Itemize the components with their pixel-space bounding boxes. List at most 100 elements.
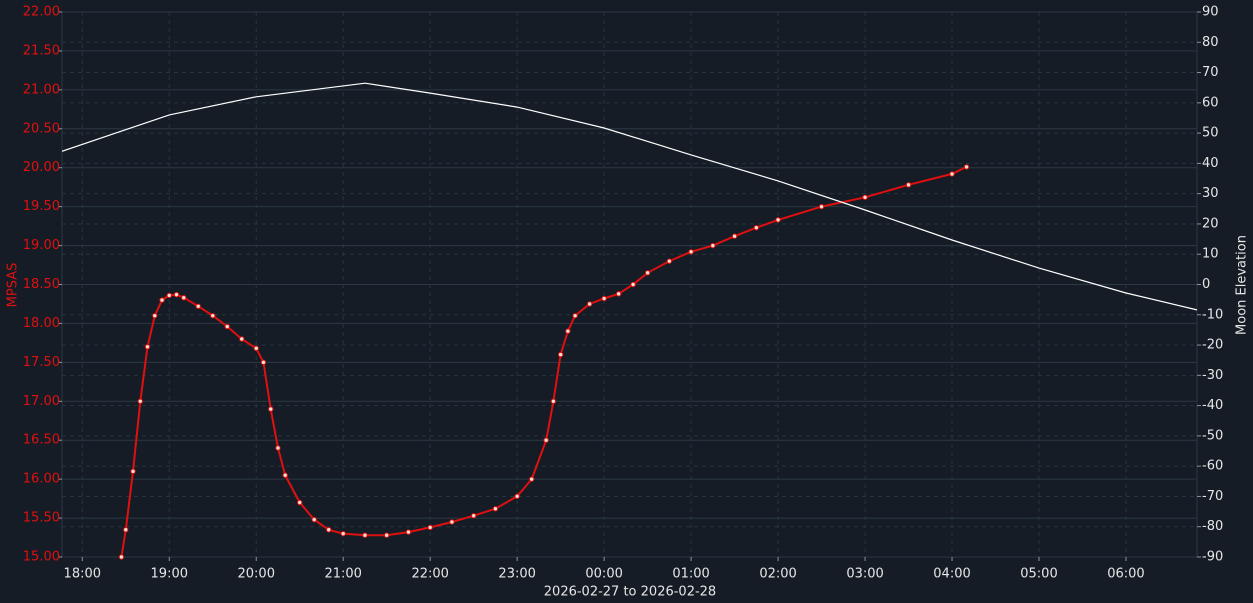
data-point	[152, 312, 158, 319]
data-point	[239, 336, 245, 342]
y-tick-label: 20.00	[23, 160, 60, 175]
data-point	[118, 554, 125, 560]
x-tick-label: 20:00	[238, 567, 275, 582]
data-point	[340, 530, 346, 537]
data-point	[268, 406, 274, 412]
y2-axis-label: Moon Elevation	[1235, 235, 1250, 335]
y-tick-label: 19.50	[23, 199, 60, 214]
data-point	[949, 171, 955, 177]
data-point	[818, 203, 825, 210]
data-point	[688, 249, 694, 255]
x-tick-label: 01:00	[672, 567, 709, 582]
data-point	[166, 292, 172, 299]
data-point	[326, 527, 332, 533]
data-point	[753, 224, 760, 231]
data-point	[253, 345, 259, 352]
data-point	[905, 182, 912, 188]
data-point	[123, 527, 129, 533]
data-point	[470, 513, 477, 519]
series-line	[62, 82, 1197, 311]
data-point	[144, 344, 151, 350]
data-point	[514, 493, 520, 499]
y2-tick-label: 0	[1202, 277, 1210, 292]
y2-tick-label: 60	[1202, 95, 1219, 110]
data-point	[644, 270, 651, 276]
data-point	[492, 506, 499, 512]
data-point	[405, 529, 412, 535]
data-point	[543, 437, 549, 443]
data-point	[195, 303, 201, 309]
data-point	[775, 217, 781, 223]
y-tick-label: 17.50	[23, 355, 60, 370]
data-point	[130, 468, 136, 475]
y-tick-label: 16.00	[23, 472, 60, 487]
data-point	[362, 532, 368, 538]
data-point	[572, 312, 578, 319]
y-tick-label: 16.50	[23, 433, 60, 448]
y2-tick-label: -40	[1202, 398, 1223, 413]
y2-tick-label: 90	[1202, 5, 1219, 20]
data-point	[528, 476, 535, 482]
data-point	[173, 291, 180, 298]
data-point	[963, 164, 970, 170]
data-point	[297, 499, 303, 506]
data-point	[260, 359, 267, 366]
y-tick-label: 21.50	[23, 43, 60, 58]
y2-tick-label: 70	[1202, 65, 1219, 80]
x-axis-label: 2026-02-27 to 2026-02-28	[544, 585, 716, 600]
data-point	[275, 445, 281, 451]
y2-tick-label: -20	[1202, 338, 1223, 353]
y2-tick-label: -70	[1202, 489, 1223, 504]
data-point	[565, 328, 571, 334]
x-tick-label: 05:00	[1020, 567, 1057, 582]
data-point	[181, 295, 187, 301]
y2-tick-label: 80	[1202, 35, 1219, 50]
data-point	[224, 323, 230, 330]
data-point	[282, 472, 288, 478]
data-point	[159, 297, 165, 303]
y-tick-label: 22.00	[23, 5, 60, 20]
y2-tick-label: 30	[1202, 186, 1219, 201]
y2-tick-label: 20	[1202, 216, 1219, 231]
y2-tick-label: -90	[1202, 550, 1223, 565]
data-point	[557, 351, 564, 358]
x-tick-label: 19:00	[151, 567, 188, 582]
y2-tick-label: -60	[1202, 459, 1223, 474]
y2-tick-label: -50	[1202, 428, 1223, 443]
y-tick-label: 21.00	[23, 82, 60, 97]
data-point	[427, 524, 433, 531]
data-point	[449, 519, 455, 525]
y-axis-label: MPSAS	[6, 263, 21, 308]
data-point	[311, 516, 317, 523]
y2-tick-label: -30	[1202, 368, 1223, 383]
data-point	[137, 398, 143, 404]
y-tick-label: 18.50	[23, 277, 60, 292]
y2-tick-label: 40	[1202, 156, 1219, 171]
x-tick-label: 06:00	[1107, 567, 1144, 582]
y-tick-label: 17.00	[23, 394, 60, 409]
y2-tick-label: -10	[1202, 307, 1223, 322]
data-point	[710, 242, 716, 249]
x-tick-label: 04:00	[933, 567, 970, 582]
data-point	[550, 398, 557, 404]
data-point	[586, 301, 593, 307]
y-tick-label: 18.00	[23, 316, 60, 331]
x-tick-label: 03:00	[846, 567, 883, 582]
x-tick-label: 00:00	[585, 567, 622, 582]
y-tick-label: 15.50	[23, 511, 60, 526]
y-tick-label: 15.00	[23, 550, 60, 565]
x-tick-label: 21:00	[324, 567, 361, 582]
y-tick-label: 19.00	[23, 238, 60, 253]
data-point	[615, 291, 622, 297]
y-tick-label: 20.50	[23, 121, 60, 136]
y2-tick-label: 50	[1202, 126, 1219, 141]
x-tick-label: 02:00	[759, 567, 796, 582]
data-point	[210, 312, 216, 319]
data-point	[666, 258, 673, 264]
data-point	[383, 532, 390, 538]
x-tick-label: 22:00	[411, 567, 448, 582]
data-point	[731, 233, 738, 239]
data-point	[862, 194, 868, 201]
x-tick-label: 23:00	[498, 567, 535, 582]
